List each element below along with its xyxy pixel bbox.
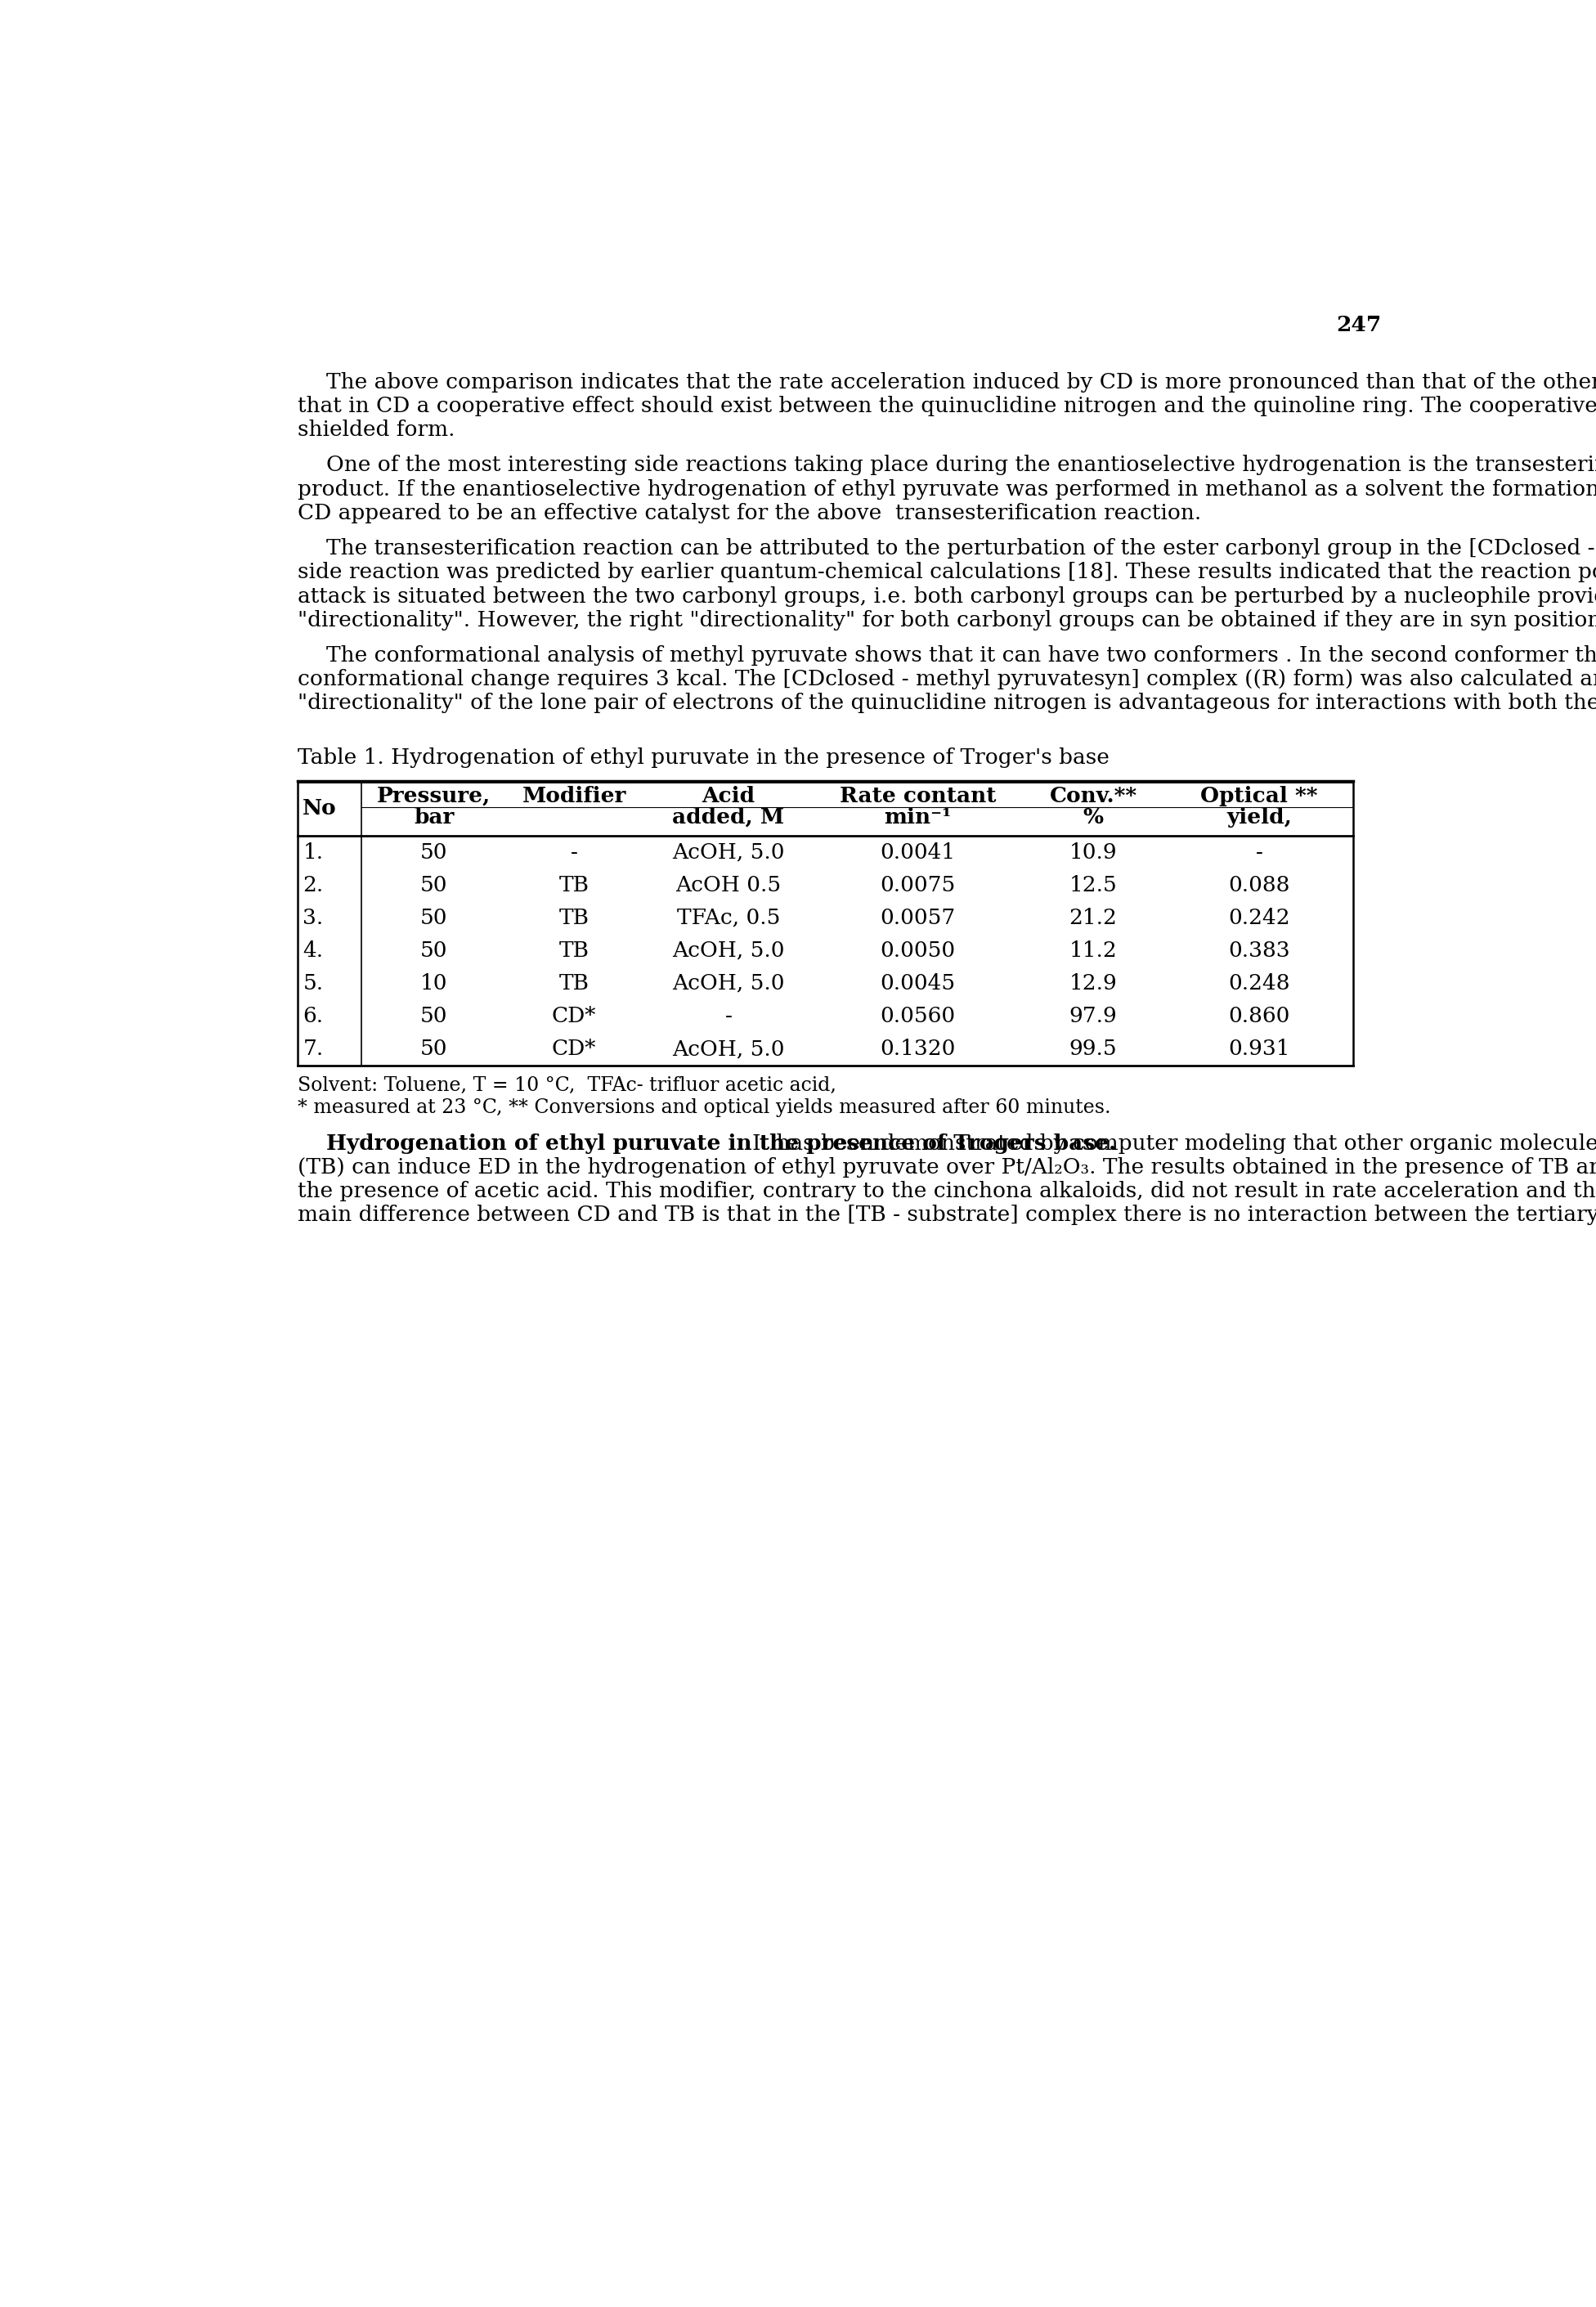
Text: the presence of acetic acid. This modifier, contrary to the cinchona alkaloids, : the presence of acetic acid. This modifi… — [298, 1181, 1596, 1202]
Text: Hydrogenation of ethyl puruvate in the presence of Trogers base.: Hydrogenation of ethyl puruvate in the p… — [326, 1133, 1124, 1154]
Text: AcOH, 5.0: AcOH, 5.0 — [672, 842, 785, 863]
Text: 50: 50 — [420, 907, 447, 927]
Text: * measured at 23 °C, ** Conversions and optical yields measured after 60 minutes: * measured at 23 °C, ** Conversions and … — [298, 1098, 1111, 1117]
Text: Pressure,: Pressure, — [377, 787, 490, 805]
Text: 0.0045: 0.0045 — [879, 974, 956, 994]
Text: 0.0075: 0.0075 — [879, 874, 956, 895]
Text: No: No — [303, 798, 337, 819]
Text: main difference between CD and TB is that in the [TB - substrate] complex there : main difference between CD and TB is tha… — [298, 1204, 1596, 1225]
Text: %: % — [1084, 807, 1103, 828]
Text: added, M: added, M — [672, 807, 785, 828]
Text: -: - — [570, 842, 578, 863]
Text: Acid: Acid — [702, 787, 755, 805]
Text: AcOH, 5.0: AcOH, 5.0 — [672, 974, 785, 994]
Text: conformational change requires 3 kcal. The [CDclosed - methyl pyruvatesyn] compl: conformational change requires 3 kcal. T… — [298, 669, 1596, 690]
Text: 50: 50 — [420, 874, 447, 895]
Text: 0.242: 0.242 — [1229, 907, 1290, 927]
Text: 7.: 7. — [303, 1038, 324, 1059]
Text: CD*: CD* — [552, 1006, 597, 1027]
Text: TFAc, 0.5: TFAc, 0.5 — [677, 907, 780, 927]
Text: 0.088: 0.088 — [1229, 874, 1290, 895]
Text: 50: 50 — [420, 842, 447, 863]
Text: AcOH, 5.0: AcOH, 5.0 — [672, 1038, 785, 1059]
Text: min⁻¹: min⁻¹ — [884, 807, 951, 828]
Text: 0.1320: 0.1320 — [879, 1038, 956, 1059]
Text: 0.383: 0.383 — [1229, 941, 1290, 960]
Text: 1.: 1. — [303, 842, 324, 863]
Text: product. If the enantioselective hydrogenation of ethyl pyruvate was performed i: product. If the enantioselective hydroge… — [298, 480, 1596, 498]
Text: Conv.**: Conv.** — [1050, 787, 1136, 805]
Text: TB: TB — [559, 941, 589, 960]
Text: TB: TB — [559, 907, 589, 927]
Text: 50: 50 — [420, 941, 447, 960]
Text: shielded form.: shielded form. — [298, 420, 455, 441]
Text: 0.931: 0.931 — [1229, 1038, 1290, 1059]
Text: 21.2: 21.2 — [1069, 907, 1117, 927]
Text: side reaction was predicted by earlier quantum-chemical calculations [18]. These: side reaction was predicted by earlier q… — [298, 563, 1596, 584]
Text: 50: 50 — [420, 1038, 447, 1059]
Text: 3.: 3. — [303, 907, 324, 927]
Text: 97.9: 97.9 — [1069, 1006, 1117, 1027]
Text: 0.248: 0.248 — [1229, 974, 1290, 994]
Text: that in CD a cooperative effect should exist between the quinuclidine nitrogen a: that in CD a cooperative effect should e… — [298, 397, 1596, 415]
Text: 4.: 4. — [303, 941, 324, 960]
Text: 0.860: 0.860 — [1229, 1006, 1290, 1027]
Text: CD*: CD* — [552, 1038, 597, 1059]
Text: Modifier: Modifier — [522, 787, 626, 805]
Text: 2.: 2. — [303, 874, 324, 895]
Text: 12.5: 12.5 — [1069, 874, 1117, 895]
Text: Solvent: Toluene, T = 10 °C,  TFAc- trifluor acetic acid,: Solvent: Toluene, T = 10 °C, TFAc- trifl… — [298, 1077, 836, 1096]
Text: The conformational analysis of methyl pyruvate shows that it can have two confor: The conformational analysis of methyl py… — [326, 646, 1596, 667]
Text: AcOH 0.5: AcOH 0.5 — [675, 874, 780, 895]
Text: 10: 10 — [420, 974, 447, 994]
Text: Rate contant: Rate contant — [839, 787, 996, 805]
Text: AcOH, 5.0: AcOH, 5.0 — [672, 941, 785, 960]
Text: "directionality". However, the right "directionality" for both carbonyl groups c: "directionality". However, the right "di… — [298, 609, 1596, 630]
Text: 6.: 6. — [303, 1006, 324, 1027]
Text: TB: TB — [559, 974, 589, 994]
Text: attack is situated between the two carbonyl groups, i.e. both carbonyl groups ca: attack is situated between the two carbo… — [298, 586, 1596, 607]
Text: bar: bar — [413, 807, 453, 828]
Text: It has been demonstrated by computer modeling that other organic molecules, such: It has been demonstrated by computer mod… — [752, 1133, 1596, 1154]
Text: 0.0560: 0.0560 — [879, 1006, 956, 1027]
Text: 5.: 5. — [303, 974, 324, 994]
Text: 50: 50 — [420, 1006, 447, 1027]
Text: The above comparison indicates that the rate acceleration induced by CD is more : The above comparison indicates that the … — [326, 371, 1596, 392]
Text: One of the most interesting side reactions taking place during the enantioselect: One of the most interesting side reactio… — [326, 454, 1596, 475]
Text: Table 1. Hydrogenation of ethyl puruvate in the presence of Troger's base: Table 1. Hydrogenation of ethyl puruvate… — [298, 747, 1109, 768]
Text: 11.2: 11.2 — [1069, 941, 1117, 960]
Text: TB: TB — [559, 874, 589, 895]
Text: -: - — [1256, 842, 1262, 863]
Text: yield,: yield, — [1227, 807, 1291, 828]
Text: 10.9: 10.9 — [1069, 842, 1117, 863]
Text: 12.9: 12.9 — [1069, 974, 1117, 994]
Text: CD appeared to be an effective catalyst for the above  transesterification react: CD appeared to be an effective catalyst … — [298, 503, 1202, 524]
Text: "directionality" of the lone pair of electrons of the quinuclidine nitrogen is a: "directionality" of the lone pair of ele… — [298, 692, 1596, 713]
Text: Optical **: Optical ** — [1200, 787, 1318, 805]
Text: 0.0057: 0.0057 — [879, 907, 956, 927]
Text: 0.0041: 0.0041 — [879, 842, 956, 863]
Text: (TB) can induce ED in the hydrogenation of ethyl pyruvate over Pt/Al₂O₃. The res: (TB) can induce ED in the hydrogenation … — [298, 1158, 1596, 1177]
Text: 247: 247 — [1336, 316, 1382, 337]
Text: The transesterification reaction can be attributed to the perturbation of the es: The transesterification reaction can be … — [326, 538, 1596, 558]
Text: -: - — [725, 1006, 733, 1027]
Text: 0.0050: 0.0050 — [879, 941, 956, 960]
Text: 99.5: 99.5 — [1069, 1038, 1117, 1059]
